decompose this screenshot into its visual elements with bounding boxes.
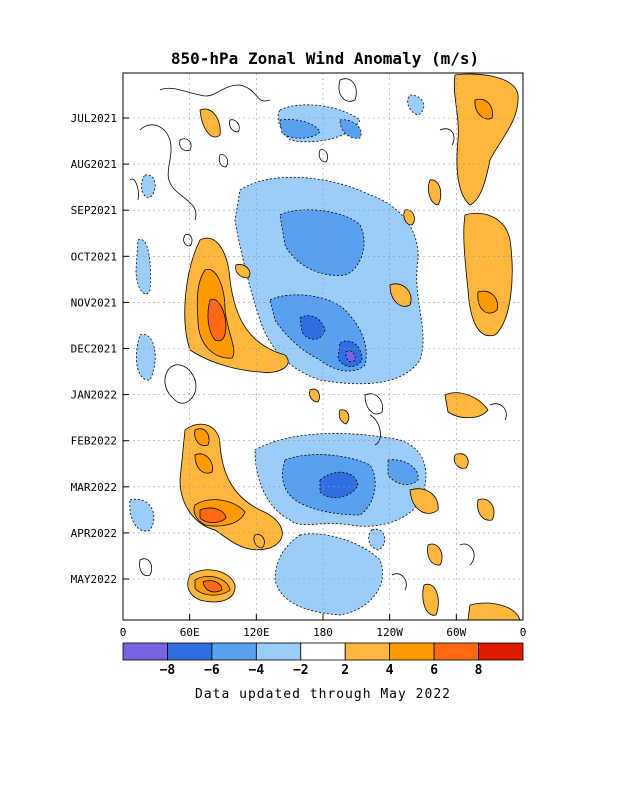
colorbar-label: −2 xyxy=(293,663,309,678)
x-axis: 0 60E 120E 180 120W 60W 0 xyxy=(120,614,527,639)
colorbar: −8 −6 −4 −2 2 4 6 8 xyxy=(122,642,524,678)
zero-contours xyxy=(129,78,507,591)
colorbar-swatch xyxy=(300,642,346,661)
colorbar-swatch xyxy=(389,642,435,661)
y-tick-label: JUL2021 xyxy=(71,112,117,125)
anomaly-purple-regions xyxy=(345,350,356,363)
colorbar-swatch xyxy=(211,642,257,661)
chart-title: 850-hPa Zonal Wind Anomaly (m/s) xyxy=(171,49,479,68)
y-axis: JUL2021 AUG2021 SEP2021 OCT2021 NOV2021 DEC20… xyxy=(71,112,129,586)
y-tick-label: MAR2022 xyxy=(71,481,117,494)
colorbar-swatch xyxy=(255,642,302,661)
y-tick-label: DEC2021 xyxy=(71,343,117,356)
colorbar-label: 8 xyxy=(475,663,483,678)
colorbar-swatch xyxy=(344,642,391,661)
colorbar-label: 2 xyxy=(341,663,349,678)
y-tick-label: OCT2021 xyxy=(71,250,117,263)
colorbar-swatch xyxy=(167,642,213,661)
x-tick-label: 60W xyxy=(446,626,466,639)
colorbar-swatch xyxy=(122,642,168,661)
x-tick-label: 0 xyxy=(120,626,127,639)
y-tick-label: AUG2021 xyxy=(71,158,117,171)
anomaly-darkblue-regions xyxy=(299,315,363,499)
y-tick-label: MAY2022 xyxy=(71,573,117,586)
x-tick-label: 60E xyxy=(180,626,200,639)
colorbar-swatch xyxy=(433,642,479,661)
y-tick-label: JAN2022 xyxy=(71,389,117,402)
colorbar-label: −8 xyxy=(160,663,176,678)
colorbar-label: 4 xyxy=(386,663,394,678)
x-tick-label: 120E xyxy=(243,626,270,639)
y-tick-label: FEB2022 xyxy=(71,435,117,448)
x-tick-label: 0 xyxy=(520,626,527,639)
y-tick-label: APR2022 xyxy=(71,527,117,540)
colorbar-swatch xyxy=(478,642,524,661)
x-tick-label: 120W xyxy=(376,626,403,639)
colorbar-label: −6 xyxy=(204,663,220,678)
x-tick-label: 180 xyxy=(313,626,333,639)
colorbar-label: −4 xyxy=(249,663,265,678)
y-tick-label: SEP2021 xyxy=(71,204,117,217)
footer-note: Data updated through May 2022 xyxy=(195,687,451,702)
colorbar-label: 6 xyxy=(430,663,438,678)
plot-area xyxy=(123,73,523,620)
anomaly-redorange-regions xyxy=(199,298,227,593)
grid-lines xyxy=(123,73,523,620)
y-tick-label: NOV2021 xyxy=(71,296,117,309)
